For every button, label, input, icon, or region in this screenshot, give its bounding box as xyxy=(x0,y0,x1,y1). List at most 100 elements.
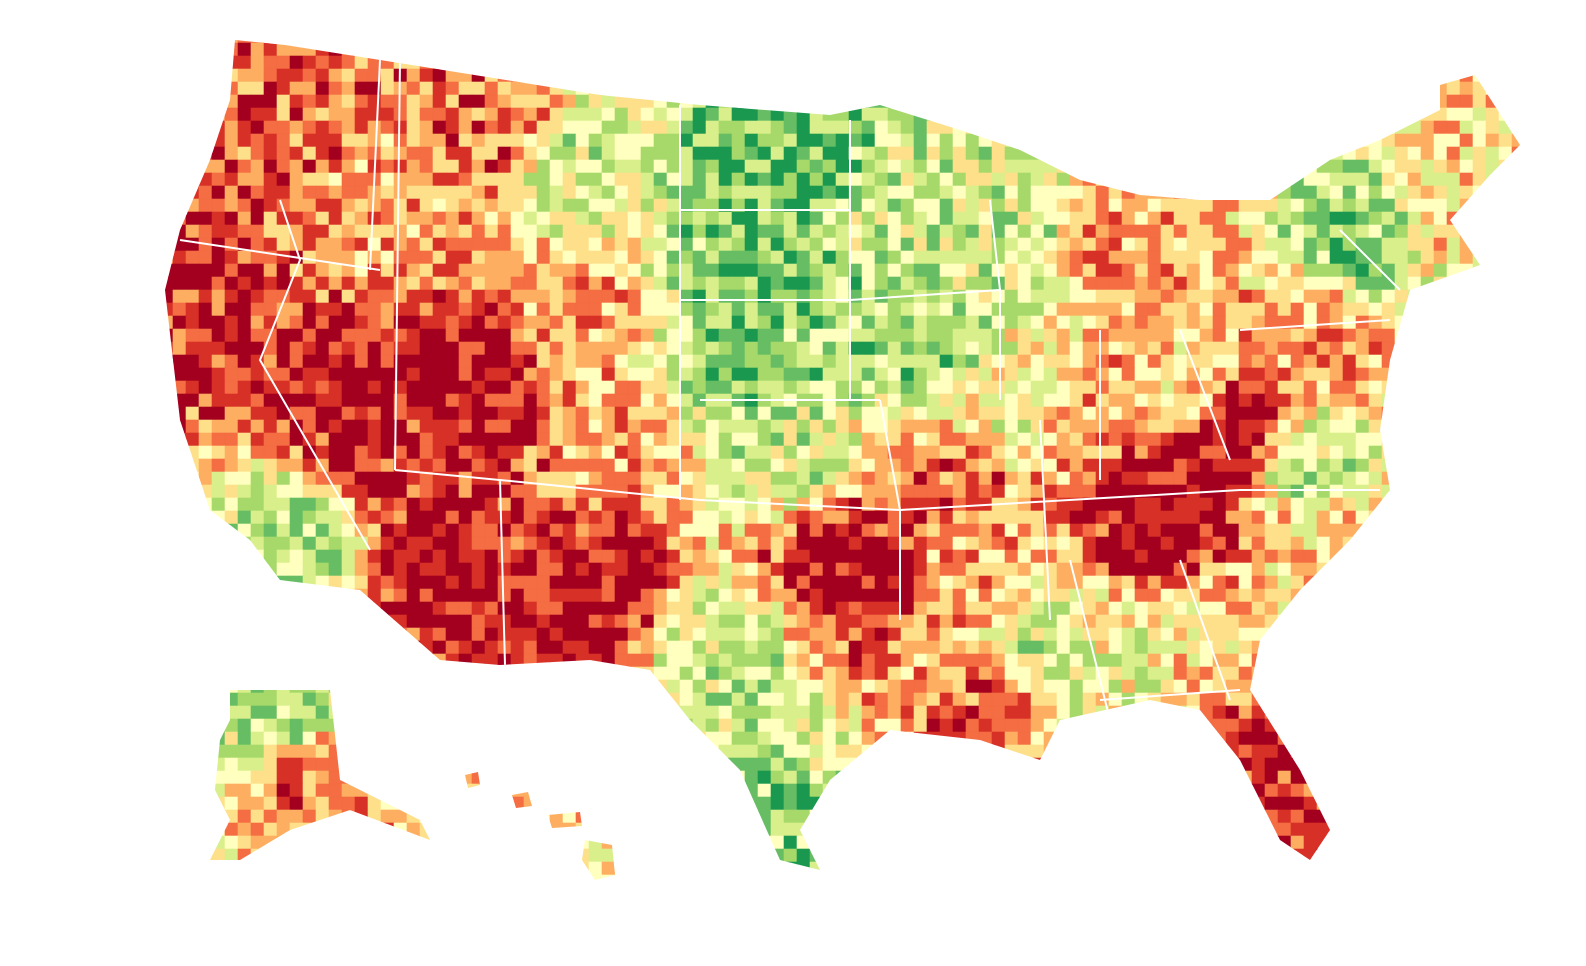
county xyxy=(484,536,499,551)
county xyxy=(562,562,577,577)
county xyxy=(1004,211,1019,226)
county xyxy=(1277,588,1292,603)
county xyxy=(705,133,720,148)
county xyxy=(588,367,603,382)
county xyxy=(471,146,486,161)
county xyxy=(1485,276,1500,291)
county xyxy=(1525,82,1538,95)
county xyxy=(731,211,746,226)
county xyxy=(523,94,538,109)
county xyxy=(354,55,369,70)
county xyxy=(692,237,707,252)
county xyxy=(575,341,590,356)
county xyxy=(744,484,759,499)
county xyxy=(237,536,252,551)
county xyxy=(458,211,473,226)
county xyxy=(380,380,395,395)
county xyxy=(1407,575,1422,590)
county xyxy=(1069,627,1084,642)
county xyxy=(718,614,733,629)
county xyxy=(432,68,447,83)
county xyxy=(250,406,265,421)
county xyxy=(1459,575,1474,590)
county xyxy=(1368,224,1383,239)
county xyxy=(1498,601,1513,616)
county xyxy=(302,393,317,408)
county xyxy=(770,68,785,83)
county xyxy=(1134,588,1149,603)
county xyxy=(367,458,382,473)
county xyxy=(666,406,681,421)
county xyxy=(1108,55,1123,70)
county xyxy=(276,315,291,330)
county xyxy=(588,237,603,252)
county xyxy=(367,575,382,590)
county xyxy=(1511,523,1520,538)
county xyxy=(666,146,681,161)
county xyxy=(588,185,603,200)
county xyxy=(1264,40,1279,44)
county xyxy=(1134,562,1149,577)
county xyxy=(497,328,512,343)
county xyxy=(341,614,356,629)
county xyxy=(1121,562,1136,577)
county xyxy=(432,107,447,122)
county xyxy=(1108,94,1123,109)
county xyxy=(1525,355,1538,368)
county xyxy=(1368,42,1383,57)
county xyxy=(237,510,252,525)
county xyxy=(653,68,668,83)
county xyxy=(354,185,369,200)
county xyxy=(718,341,733,356)
county xyxy=(484,575,499,590)
county xyxy=(198,523,213,538)
county xyxy=(991,302,1006,317)
county xyxy=(523,40,538,44)
county xyxy=(1095,211,1110,226)
county xyxy=(822,445,837,460)
county xyxy=(510,588,525,603)
county xyxy=(419,536,434,551)
county xyxy=(887,224,902,239)
county xyxy=(1485,237,1500,252)
county xyxy=(744,40,759,44)
county xyxy=(1355,328,1370,343)
county xyxy=(575,328,590,343)
county xyxy=(354,627,369,642)
county xyxy=(822,354,837,369)
county xyxy=(692,471,707,486)
county xyxy=(1264,471,1279,486)
county xyxy=(1251,237,1266,252)
county xyxy=(237,523,252,538)
county xyxy=(562,575,577,590)
county xyxy=(783,341,798,356)
county xyxy=(796,211,811,226)
county xyxy=(380,81,395,96)
county xyxy=(809,107,824,122)
county xyxy=(1030,601,1045,616)
county xyxy=(1251,614,1266,629)
county xyxy=(640,445,655,460)
county xyxy=(1264,445,1279,460)
county xyxy=(1525,147,1538,160)
county xyxy=(1290,40,1305,44)
county xyxy=(419,315,434,330)
county xyxy=(575,393,590,408)
county xyxy=(900,237,915,252)
county xyxy=(679,575,694,590)
county xyxy=(172,627,187,642)
county xyxy=(445,250,460,265)
county xyxy=(978,588,993,603)
county xyxy=(1264,549,1279,564)
county xyxy=(1238,575,1253,590)
county xyxy=(458,40,473,44)
county xyxy=(1420,42,1435,57)
county xyxy=(770,315,785,330)
county xyxy=(1043,458,1058,473)
county xyxy=(809,419,824,434)
county xyxy=(952,432,967,447)
county xyxy=(952,354,967,369)
county xyxy=(601,367,616,382)
county xyxy=(224,575,239,590)
county xyxy=(315,42,330,57)
